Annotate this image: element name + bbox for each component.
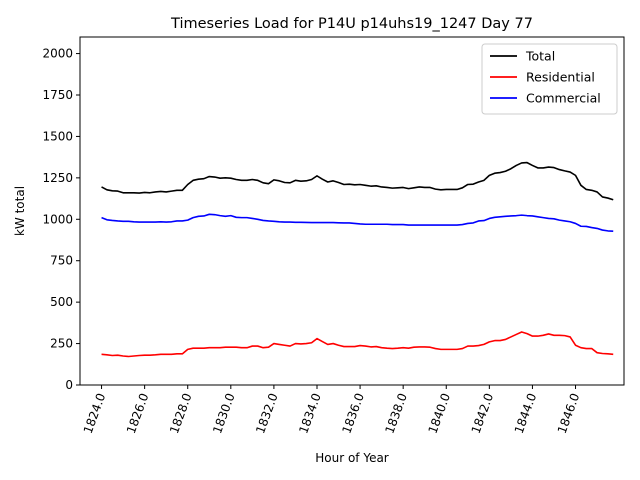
y-tick-label: 1000 (42, 212, 73, 226)
plot-area (79, 36, 625, 386)
legend-label-commercial: Commercial (526, 91, 601, 106)
x-tick-label: 1832.0 (253, 391, 281, 435)
x-tick-label: 1828.0 (167, 391, 195, 435)
y-axis-label: kW total (13, 186, 27, 236)
x-tick-label: 1838.0 (382, 391, 410, 435)
x-tick-label: 1844.0 (512, 391, 540, 435)
y-tick-label: 1750 (42, 88, 73, 102)
legend-box (481, 43, 618, 115)
series-line-total (101, 161, 614, 201)
y-tick-label: 0 (65, 378, 73, 392)
y-tick-label: 1500 (42, 129, 73, 143)
x-tick-label: 1840.0 (426, 391, 454, 435)
x-tick-label: 1826.0 (124, 391, 152, 435)
x-axis-label: Hour of Year (315, 451, 389, 465)
x-tick-label: 1846.0 (555, 391, 583, 435)
y-tick-label: 250 (50, 337, 73, 351)
chart-title: Timeseries Load for P14U p14uhs19_1247 D… (170, 16, 533, 32)
x-tick-label: 1834.0 (296, 391, 324, 435)
y-tick-label: 2000 (42, 47, 73, 61)
series-lines (101, 161, 614, 358)
x-axis: 1824.0 1826.0 1828.0 1830.0 1832.0 1834.0 1836… (81, 385, 583, 435)
legend-label-total: Total (525, 49, 555, 64)
x-tick-label: 1824.0 (81, 391, 109, 435)
legend-label-residential: Residential (526, 70, 595, 85)
y-axis: 0 250 500 750 1000 1250 1500 1750 2000 (42, 47, 80, 392)
legend: Total Residential Commercial (481, 43, 618, 115)
y-tick-label: 500 (50, 295, 73, 309)
y-tick-label: 750 (50, 254, 73, 268)
x-tick-label: 1830.0 (210, 391, 238, 435)
x-tick-label: 1836.0 (339, 391, 367, 435)
series-line-commercial (101, 213, 614, 233)
series-line-residential (101, 331, 614, 358)
x-tick-label: 1842.0 (469, 391, 497, 435)
y-tick-label: 1250 (42, 171, 73, 185)
